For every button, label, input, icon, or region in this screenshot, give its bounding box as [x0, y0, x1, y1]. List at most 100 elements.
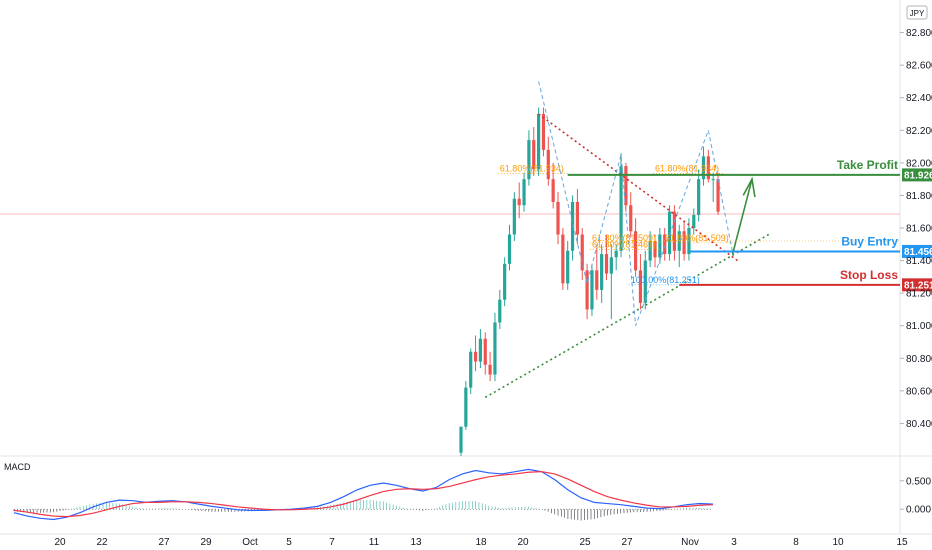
price-tick-label: 81.000 — [906, 321, 932, 332]
candle-body — [692, 214, 696, 228]
candle-body — [672, 211, 676, 251]
time-tick-label: 7 — [329, 537, 335, 548]
symbol-badge: JPY — [906, 5, 928, 20]
candle — [546, 136, 550, 186]
candle — [697, 169, 701, 222]
candle — [469, 348, 473, 395]
candle-body — [614, 250, 618, 258]
projection-arrowhead — [742, 176, 756, 198]
candle-body — [522, 179, 526, 206]
candle-body — [701, 156, 706, 180]
candle-body — [629, 205, 633, 232]
candle-body — [624, 166, 628, 206]
time-tick-label: 20 — [517, 537, 529, 548]
candle — [488, 351, 492, 382]
candle — [672, 205, 676, 261]
candle-body — [658, 234, 662, 258]
candle-body — [546, 149, 550, 180]
candle — [648, 231, 652, 268]
level-take-profit: Take Profit 81.926 — [567, 158, 932, 182]
candle — [464, 381, 468, 430]
candle — [561, 228, 565, 290]
candle-body — [464, 387, 468, 427]
time-tick-label: Oct — [242, 537, 258, 548]
candle — [556, 192, 560, 245]
candle-body — [493, 322, 497, 375]
time-tick-label: 29 — [200, 537, 212, 548]
time-tick-label: Nov — [681, 537, 699, 548]
time-tick-label: 10 — [832, 537, 844, 548]
candle-body — [532, 140, 536, 170]
level-price-label: 81.926 — [904, 170, 932, 181]
candle-body — [643, 260, 647, 303]
candle-body — [653, 241, 657, 258]
candle — [619, 153, 623, 258]
time-tick-label: 5 — [286, 537, 292, 548]
candle-body — [634, 231, 638, 271]
candle — [541, 107, 546, 157]
candle-body — [663, 234, 667, 255]
candle — [522, 172, 526, 212]
candle-body — [537, 114, 541, 170]
candle-body — [648, 241, 652, 261]
price-tick-label: 80.400 — [906, 419, 932, 430]
candle — [473, 335, 478, 372]
candle-body — [570, 201, 575, 251]
time-tick-label: 25 — [579, 537, 591, 548]
macd-title: MACD — [4, 462, 31, 472]
time-tick-label: 20 — [54, 537, 66, 548]
candle-body — [575, 201, 579, 235]
candle-body — [478, 338, 482, 362]
macd-tick-label: 0.000 — [906, 505, 931, 516]
price-tick-label: 80.800 — [906, 354, 932, 365]
candle — [614, 244, 618, 271]
candle-body — [667, 211, 672, 255]
candle-body — [580, 234, 584, 271]
candle-body — [503, 263, 507, 300]
candle — [590, 263, 594, 316]
candle-body — [716, 179, 720, 212]
candle — [595, 247, 599, 300]
fib-label: 61.80%(81.934) — [500, 164, 564, 174]
time-tick-label: 8 — [793, 537, 799, 548]
candle — [585, 263, 589, 320]
candle — [512, 192, 516, 242]
candle — [570, 195, 575, 261]
candle — [634, 218, 638, 277]
candle — [575, 188, 579, 245]
time-tick-label: 27 — [621, 537, 633, 548]
price-tick-label: 82.200 — [906, 126, 932, 137]
candle — [677, 224, 681, 268]
price-tick-label: 82.600 — [906, 61, 932, 72]
level-price-label: 81.251 — [904, 280, 932, 291]
resistance-trendline — [538, 113, 738, 262]
level-annotation: Buy Entry — [841, 234, 898, 248]
candle — [653, 234, 657, 268]
candle-body — [585, 270, 589, 310]
macd-tick-label: 0.500 — [906, 476, 931, 487]
candle-body — [609, 257, 613, 274]
candle-body — [595, 270, 599, 290]
candle — [483, 332, 487, 375]
candle — [604, 234, 609, 281]
candle — [478, 328, 482, 369]
candle — [551, 162, 555, 209]
projection-arrow — [731, 178, 753, 255]
candle-body — [541, 114, 546, 150]
macd-signal-line — [13, 471, 714, 518]
level-price-badge — [902, 278, 932, 292]
candle-body — [507, 234, 512, 264]
time-tick-label: 18 — [475, 537, 487, 548]
candle — [629, 192, 633, 238]
price-tick-label: 81.800 — [906, 191, 932, 202]
candle — [711, 172, 715, 202]
candle-body — [638, 270, 643, 303]
candle-body — [711, 179, 715, 181]
candle-body — [512, 198, 516, 235]
time-tick-label: 3 — [731, 537, 737, 548]
candle-body — [619, 166, 623, 251]
price-tick-label: 82.400 — [906, 93, 932, 104]
candle-body — [527, 140, 531, 180]
